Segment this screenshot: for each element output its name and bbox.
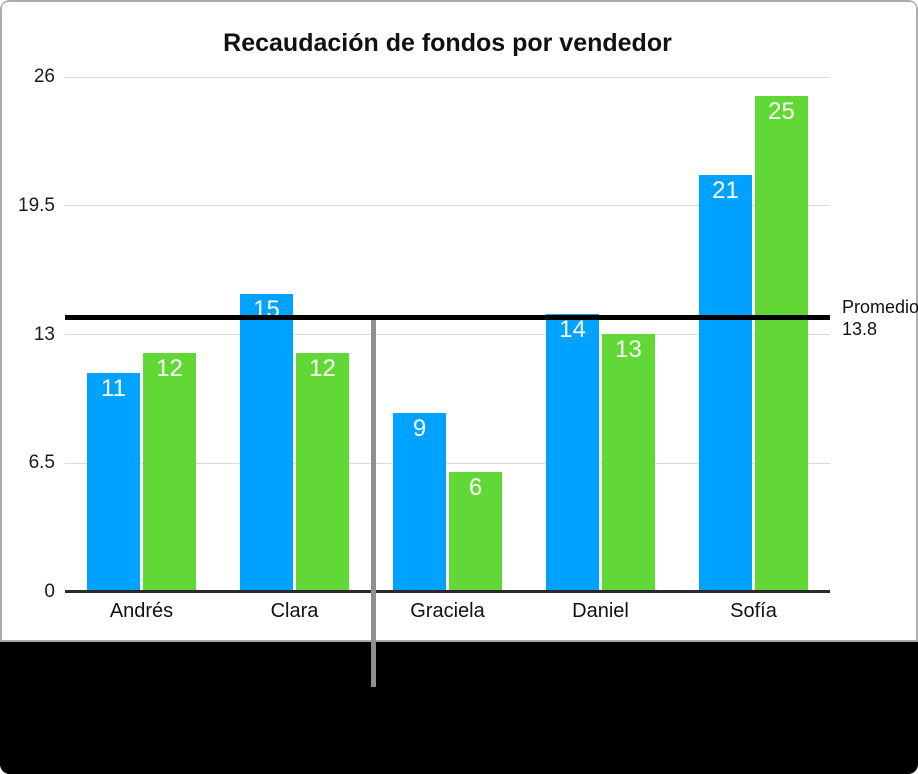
bar-blue: 9 [393, 412, 446, 592]
x-axis-line [65, 590, 830, 593]
x-category-label: Graciela [410, 600, 485, 622]
bar-value-label: 12 [309, 355, 336, 383]
y-tick-label: 19.5 [18, 194, 55, 216]
chart-panel: Recaudación de fondos por vendedor 26 19.… [0, 0, 918, 642]
bar-blue: 21 [699, 175, 752, 592]
bar-value-label: 13 [615, 335, 642, 363]
black-footer [0, 642, 918, 774]
bar-blue: 15 [240, 293, 293, 592]
y-tick-label: 26 [33, 66, 55, 87]
bar-value-label: 11 [101, 375, 126, 403]
bar-green: 6 [449, 472, 502, 592]
reference-line-label-text: Promedio [842, 296, 918, 317]
bar-value-label: 12 [156, 355, 183, 383]
bar-value-label: 9 [412, 414, 427, 442]
bar-value-label: 14 [559, 315, 586, 343]
bar-green: 13 [602, 333, 655, 592]
bar-value-label: 21 [712, 177, 739, 205]
bar-green: 12 [296, 353, 349, 592]
bar-value-label: 6 [468, 474, 483, 502]
x-category-label: Daniel [572, 600, 629, 622]
x-category-label: Andrés [109, 600, 174, 622]
x-category-label: Clara [270, 600, 319, 622]
reference-line-label: Promedio 13.8 [842, 296, 918, 340]
y-gridline [65, 205, 830, 207]
y-gridline [65, 76, 830, 78]
reference-line-value: 13.8 [842, 318, 878, 339]
column-divider-line [371, 319, 376, 687]
bar-green: 25 [755, 95, 808, 592]
bar-blue: 14 [546, 313, 599, 592]
average-reference-line [65, 314, 830, 320]
y-tick-label: 6.5 [28, 452, 55, 474]
y-gridline [65, 334, 830, 335]
bar-blue: 11 [87, 373, 140, 592]
y-tick-label: 0 [44, 581, 55, 602]
y-tick-label: 13 [33, 323, 55, 345]
chart-title: Recaudación de fondos por vendedor [223, 29, 672, 57]
y-gridline [65, 462, 830, 464]
x-category-label: Sofía [730, 600, 777, 622]
bar-value-label: 25 [768, 97, 795, 125]
bar-green: 12 [143, 353, 196, 592]
